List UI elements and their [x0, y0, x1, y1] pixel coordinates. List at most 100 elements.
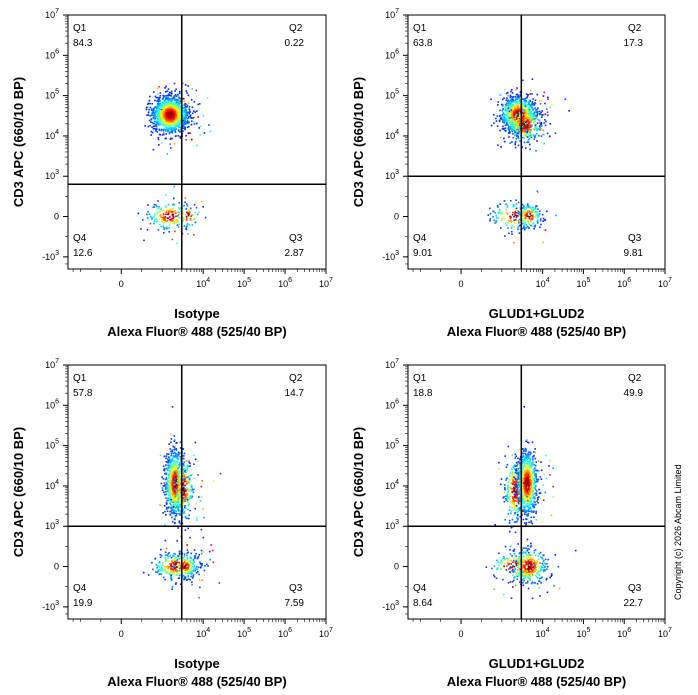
event-point: [514, 500, 517, 502]
event-point: [178, 520, 181, 522]
event-point: [180, 460, 182, 463]
event-point: [163, 209, 165, 211]
event-point: [168, 132, 171, 135]
event-point: [523, 128, 526, 131]
x-tick-label: 104: [536, 277, 550, 289]
event-point: [168, 122, 170, 125]
event-point: [164, 98, 167, 101]
event-point: [189, 563, 191, 565]
event-point: [178, 217, 180, 219]
event-point: [509, 142, 512, 144]
event-point: [156, 117, 159, 120]
event-point: [530, 121, 532, 123]
y-axis-title: CD3 APC (660/10 BP): [11, 427, 26, 557]
event-point: [172, 495, 175, 498]
event-point: [165, 472, 167, 475]
event-point: [507, 126, 510, 129]
event-point: [162, 97, 164, 99]
event-point: [524, 228, 526, 231]
event-point: [177, 478, 180, 481]
event-point: [167, 203, 170, 206]
event-point: [506, 120, 508, 122]
event-point: [189, 570, 191, 573]
event-point: [531, 113, 533, 115]
event-point: [177, 475, 180, 477]
event-point: [526, 127, 529, 130]
event-point: [509, 94, 512, 97]
event-point: [156, 105, 158, 108]
event-point: [156, 116, 159, 118]
event-point: [536, 112, 539, 115]
event-point: [149, 115, 152, 117]
event-point: [504, 114, 507, 117]
event-point: [192, 559, 195, 562]
x-axis-title-sample: Isotype: [174, 306, 220, 321]
event-point: [200, 549, 203, 552]
event-point: [172, 216, 175, 218]
event-point: [192, 454, 195, 457]
event-point: [194, 221, 197, 224]
event-point: [507, 481, 510, 483]
event-point: [518, 117, 521, 120]
event-point: [191, 489, 194, 492]
event-point: [510, 109, 513, 111]
event-point: [529, 213, 532, 215]
event-point: [514, 108, 516, 110]
event-point: [170, 219, 173, 222]
event-point: [144, 125, 146, 127]
event-point: [182, 107, 184, 110]
event-point: [157, 200, 159, 202]
event-point: [524, 99, 527, 102]
event-point: [178, 487, 181, 489]
event-point: [151, 108, 153, 110]
event-point: [516, 123, 519, 126]
event-point: [513, 127, 515, 130]
event-point: [512, 204, 515, 206]
event-point: [171, 509, 174, 512]
event-point: [189, 564, 191, 566]
event-point: [513, 118, 516, 121]
event-point: [519, 115, 521, 118]
event-point: [186, 203, 188, 205]
x-tick-label: 0: [119, 279, 124, 289]
event-point: [511, 106, 514, 108]
event-point: [495, 117, 497, 120]
event-point: [158, 210, 161, 213]
event-point: [184, 201, 186, 204]
event-point: [182, 482, 185, 484]
event-point: [184, 575, 186, 577]
event-point: [174, 448, 176, 450]
event-point: [171, 137, 173, 140]
event-point: [183, 577, 185, 580]
event-point: [516, 122, 519, 125]
event-point: [511, 101, 514, 104]
event-point: [197, 556, 200, 558]
event-point: [165, 221, 167, 223]
event-point: [194, 507, 197, 510]
event-point: [177, 502, 179, 504]
event-point: [185, 483, 188, 485]
event-point: [183, 497, 185, 499]
event-point: [526, 441, 529, 444]
event-point: [175, 462, 177, 464]
event-point: [194, 557, 197, 560]
event-point: [522, 118, 525, 121]
event-point: [190, 564, 192, 566]
event-point: [166, 209, 168, 212]
event-point: [178, 572, 180, 574]
event-point: [549, 135, 551, 137]
event-point: [512, 211, 514, 214]
event-point: [524, 217, 527, 219]
event-point: [165, 133, 167, 135]
event-point: [157, 117, 160, 119]
event-point: [191, 224, 194, 226]
event-point: [504, 88, 506, 91]
event-point: [170, 218, 173, 220]
event-point: [536, 211, 539, 213]
event-point: [185, 517, 188, 520]
event-point: [148, 119, 151, 122]
event-point: [151, 218, 154, 220]
event-point: [179, 441, 182, 443]
event-point: [516, 102, 518, 105]
event-point: [207, 565, 209, 567]
